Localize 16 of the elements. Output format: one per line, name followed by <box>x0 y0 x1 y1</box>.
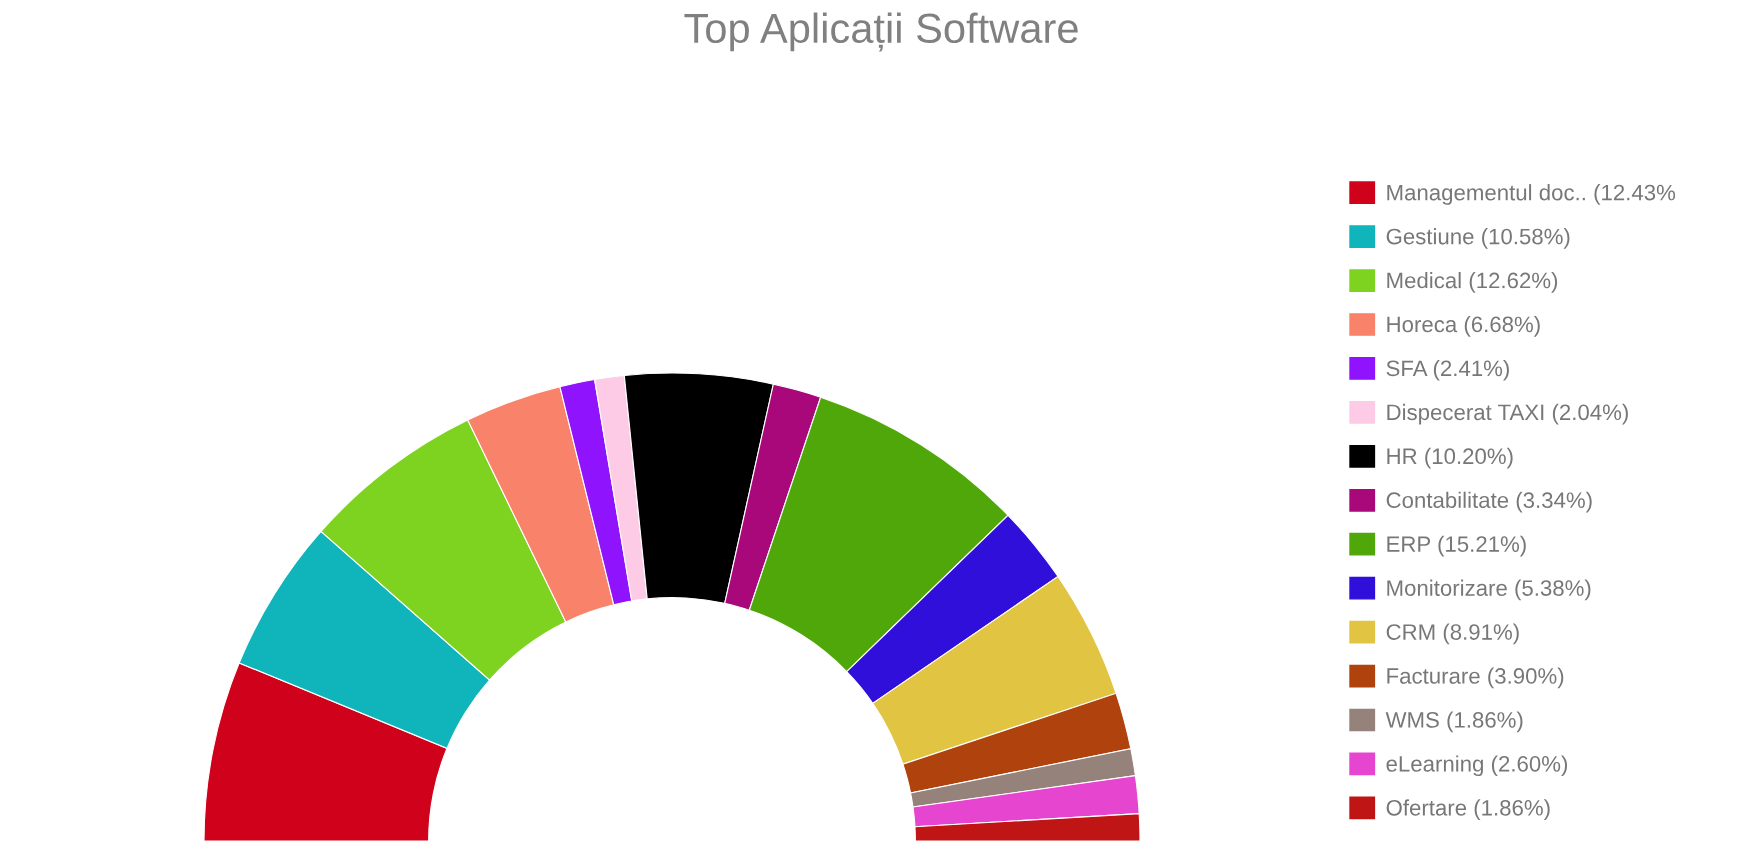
legend-label: Horeca (6.68%) <box>1387 315 1540 337</box>
legend-label: WMS (1.86%) <box>1385 711 1523 733</box>
legend-label: HR (10.20%) <box>1387 447 1513 469</box>
legend-label: Ofertare (1.86%) <box>1386 799 1550 821</box>
legend-label: Medical (12.62%) <box>1387 272 1558 293</box>
chart-title: Top Aplicații Software <box>684 12 1078 52</box>
legend-label: Dispecerat TAXI (2.04%) <box>1387 403 1628 425</box>
legend-label: CRM (8.91%) <box>1386 623 1519 645</box>
legend-label: eLearning (2.60%) <box>1386 755 1568 777</box>
legend-label: SFA (2.41%) <box>1386 359 1509 381</box>
legend-label: ERP (15.21%) <box>1387 535 1526 557</box>
legend-label: Managementul doc.. (12.43% <box>1387 184 1676 205</box>
legend-label: Contabilitate (3.34%) <box>1386 491 1592 513</box>
legend-label: Gestiune (10.58%) <box>1386 228 1570 249</box>
legend-label: Monitorizare (5.38%) <box>1387 579 1591 601</box>
legend-label: Facturare (3.90%) <box>1387 667 1564 689</box>
